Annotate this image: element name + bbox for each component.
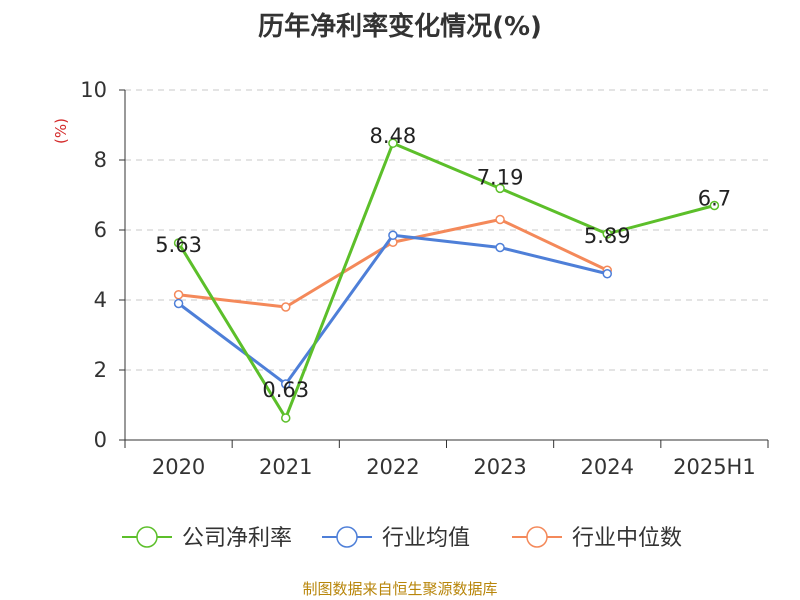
axes: 0 2 4 6 8 10 2020 2021 2022 2023 2024 2025H1 xyxy=(80,78,769,479)
data-labels: 5.63 0.63 8.48 7.19 5.89 6.7 xyxy=(155,124,731,402)
data-label: 5.89 xyxy=(584,224,631,248)
y-tick-label: 8 xyxy=(94,148,107,172)
data-label: 8.48 xyxy=(370,124,417,148)
data-label: 7.19 xyxy=(477,165,524,189)
data-label: 5.63 xyxy=(155,233,202,257)
data-point xyxy=(388,138,398,148)
x-tick-label: 2025H1 xyxy=(673,455,756,479)
data-point xyxy=(709,200,720,211)
data-source-note: 制图数据来自恒生聚源数据库 xyxy=(302,580,498,598)
legend-label: 行业中位数 xyxy=(572,526,682,551)
y-tick-label: 2 xyxy=(94,358,107,382)
legend-swatch-marker xyxy=(336,526,358,548)
chart-title: 历年净利率变化情况(%) xyxy=(258,12,542,42)
data-point xyxy=(173,290,184,300)
data-label: 0.63 xyxy=(262,378,309,402)
data-point xyxy=(173,238,184,248)
x-tick-label: 2021 xyxy=(259,455,312,479)
data-point xyxy=(495,242,505,253)
data-point xyxy=(388,230,398,240)
legend: 公司净利率 行业均值 行业中位数 xyxy=(122,526,682,551)
data-point xyxy=(495,214,505,225)
data-point xyxy=(281,413,291,423)
x-tick-label: 2022 xyxy=(366,455,419,479)
data-point xyxy=(173,298,184,309)
legend-swatch-marker xyxy=(136,526,158,548)
data-label: 6.7 xyxy=(698,187,731,211)
data-point xyxy=(495,183,505,194)
data-point xyxy=(602,269,612,279)
series-line xyxy=(177,141,715,420)
x-tick-label: 2024 xyxy=(581,455,634,479)
x-tick-label: 2023 xyxy=(473,455,526,479)
data-point xyxy=(602,229,612,239)
x-tick-label: 2020 xyxy=(152,455,205,479)
series-line xyxy=(177,233,608,386)
y-tick-label: 6 xyxy=(94,218,107,242)
y-tick-label: 4 xyxy=(94,288,107,312)
y-tick-label: 10 xyxy=(80,78,107,102)
y-tick-label: 0 xyxy=(94,428,107,452)
legend-label: 行业均值 xyxy=(382,526,470,551)
legend-label: 公司净利率 xyxy=(182,526,292,551)
data-point xyxy=(281,302,291,312)
series-lines xyxy=(173,138,720,423)
data-point xyxy=(281,379,291,389)
legend-swatch-marker xyxy=(526,526,548,548)
